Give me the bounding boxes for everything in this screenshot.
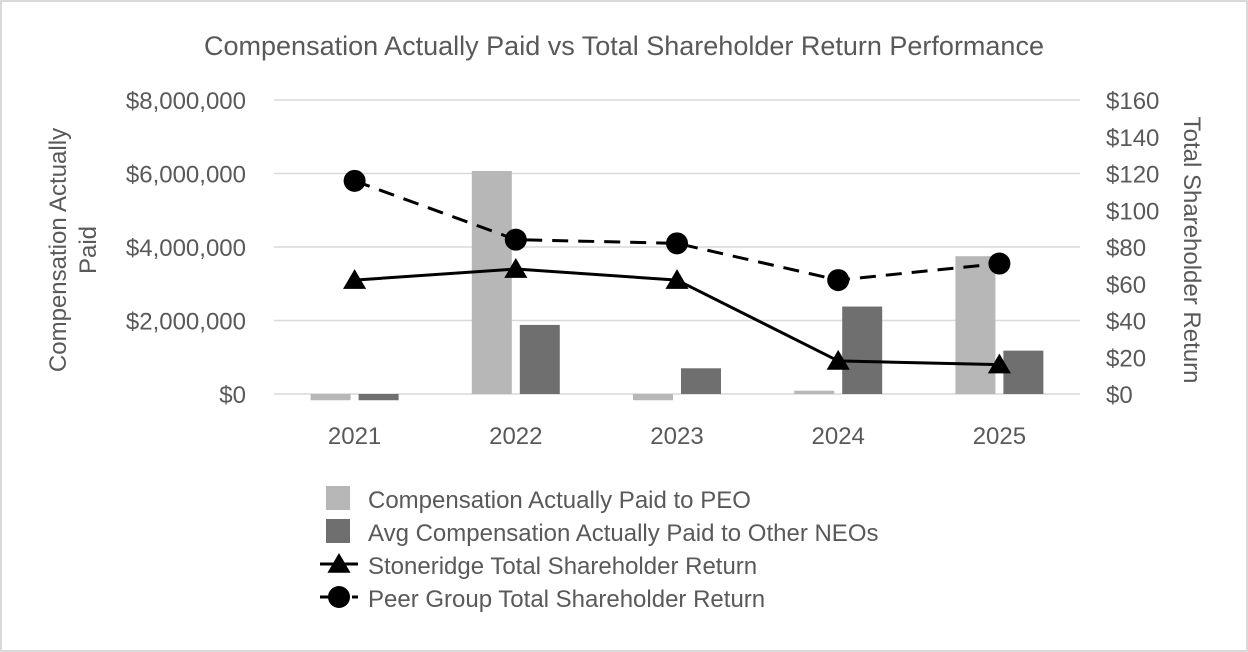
point-marker [504, 258, 528, 278]
bar [310, 394, 351, 401]
left-tick-label: $6,000,000 [126, 162, 246, 189]
legend-label: Avg Compensation Actually Paid to Other … [368, 520, 878, 547]
point-marker [666, 232, 688, 255]
point-marker [987, 353, 1011, 374]
legend-swatch [326, 519, 350, 543]
left-axis-ticks: $0 $2,000,000 $4,000,000 $6,000,000 $8,000,0… [126, 88, 246, 409]
point-marker [665, 269, 689, 289]
right-tick-label: $100 [1106, 198, 1159, 225]
legend-marker [328, 586, 350, 608]
chart-title: Compensation Actually Paid vs Total Shar… [204, 31, 1044, 61]
bar [471, 170, 512, 394]
legend-label: Peer Group Total Shareholder Return [368, 586, 765, 613]
point-marker [826, 349, 850, 370]
right-tick-label: $80 [1106, 235, 1146, 262]
bar [955, 256, 996, 394]
x-tick-label: 2022 [489, 423, 542, 450]
legend-marker [327, 553, 351, 573]
point-marker [343, 269, 367, 289]
bar [842, 306, 883, 394]
bar [681, 368, 721, 394]
right-tick-label: $60 [1106, 272, 1146, 299]
point-marker [343, 169, 366, 192]
x-tick-label: 2024 [812, 423, 865, 450]
legend-swatch [326, 486, 350, 510]
right-axis-title: Total Shareholder Return [1178, 117, 1205, 384]
right-tick-label: $120 [1106, 162, 1159, 189]
left-tick-label: $8,000,000 [126, 88, 246, 115]
point-marker [504, 228, 527, 251]
bar [519, 324, 560, 394]
bar [794, 390, 835, 394]
legend-label: Compensation Actually Paid to PEO [368, 487, 751, 514]
left-tick-label: $4,000,000 [126, 235, 246, 262]
left-tick-label: $0 [219, 382, 246, 409]
right-tick-label: $140 [1106, 125, 1159, 152]
right-axis-ticks: $0 $20 $40 $60 $80 $100 $120 $140 $160 [1106, 88, 1159, 409]
lines [343, 169, 1011, 374]
point-marker [827, 269, 850, 292]
x-tick-label: 2023 [650, 423, 703, 450]
right-tick-label: $0 [1106, 382, 1133, 409]
x-tick-label: 2021 [328, 423, 381, 450]
right-tick-label: $40 [1106, 309, 1146, 336]
right-tick-label: $20 [1106, 345, 1146, 372]
x-axis-ticks: 2021 2022 2023 2024 2025 [328, 423, 1026, 450]
point-marker [988, 252, 1011, 275]
series-line [354, 179, 1000, 282]
left-tick-label: $2,000,000 [126, 309, 246, 336]
right-tick-label: $160 [1106, 88, 1159, 115]
bar [358, 394, 399, 401]
legend: Compensation Actually Paid to PEO Avg Com… [320, 486, 878, 613]
x-tick-label: 2025 [973, 423, 1026, 450]
left-axis-title-line2: Paid [75, 226, 102, 274]
left-axis-title-line1: Compensation Actually [45, 128, 72, 372]
legend-label: Stoneridge Total Shareholder Return [368, 553, 757, 580]
bar [633, 394, 673, 401]
